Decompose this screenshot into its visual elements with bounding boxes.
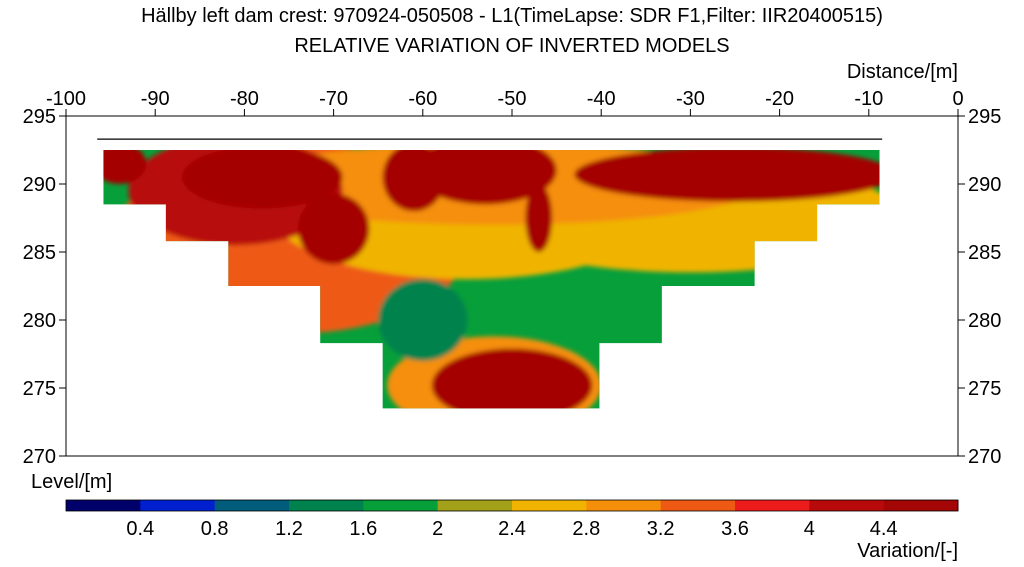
colorbar-tick-label: 0.8 [201,518,229,540]
x-tick-label: -10 [854,88,883,110]
colorbar-tick-label: 1.6 [349,518,377,540]
x-tick-label: -30 [676,88,705,110]
colorbar-segment [363,500,439,511]
colorbar-segment [214,500,290,511]
x-tick-label: -60 [408,88,437,110]
y-tick-label-left: 295 [23,106,56,128]
colorbar-tick-label: 2 [432,518,443,540]
variation-section [103,150,880,409]
colorbar-segment [66,500,141,511]
colorbar-tick-label: 3.6 [721,518,749,540]
variation-zone [103,150,147,185]
colorbar-segment [809,500,885,511]
variation-zone [431,348,593,409]
colorbar-segment [437,500,513,511]
y-axis-label: Level/[m] [31,471,112,493]
variation-zone [574,150,880,202]
colorbar-segment [289,500,364,511]
x-tick-label: -90 [141,88,170,110]
colorbar-tick-label: 0.4 [126,518,154,540]
x-tick-label: -80 [230,88,259,110]
colorbar: 0.4 0.8 1.2 1.6 2 2.4 2.8 3.2 3.6 4 4.4 [65,499,959,540]
colorbar-tick-label: 4.4 [870,518,898,540]
colorbar-tick-label: 1.2 [275,518,303,540]
y-tick-label-left: 290 [23,174,56,196]
variation-zone [382,150,446,212]
y-tick-label-left: 275 [23,378,56,400]
y-tick-label-right: 270 [968,446,1001,468]
y-tick-label-left: 270 [23,446,56,468]
colorbar-tick-label: 4 [804,518,815,540]
colorbar-segment [586,500,662,511]
x-tick-label: -50 [498,88,527,110]
x-tick-label: -70 [319,88,348,110]
y-tick-label-right: 295 [968,106,1001,128]
chart-subtitle: RELATIVE VARIATION OF INVERTED MODELS [294,35,730,57]
chart-title: Hällby left dam crest: 970924-050508 - L… [141,5,883,27]
colorbar-tick-label: 2.4 [498,518,526,540]
variation-zone [525,184,553,252]
colorbar-label: Variation/[-] [857,540,958,562]
x-axis-label: Distance/[m] [847,61,958,83]
y-tick-label-right: 275 [968,378,1001,400]
y-tick-label-right: 285 [968,242,1001,264]
x-axis: -100 -90 -80 -70 -60 -50 -40 -30 -20 -10 0 [46,88,964,116]
colorbar-segment [512,500,587,511]
variation-zone [378,279,468,361]
colorbar-segment [735,500,810,511]
y-tick-label-left: 280 [23,310,56,332]
y-tick-label-left: 285 [23,242,56,264]
y-axis: 295 295 290 290 285 285 280 280 275 275 270 270 [23,106,1002,468]
x-tick-label: -100 [46,88,86,110]
colorbar-segment [883,500,959,511]
colorbar-segment [660,500,736,511]
colorbar-tick-label: 3.2 [647,518,675,540]
variation-zone [181,150,343,209]
x-tick-label: 0 [952,88,963,110]
colorbar-segment [140,500,216,511]
variation-zone [297,193,370,265]
y-tick-label-right: 290 [968,174,1001,196]
x-tick-label: -20 [765,88,794,110]
y-tick-label-right: 280 [968,310,1001,332]
x-tick-label: -40 [587,88,616,110]
colorbar-tick-label: 2.8 [572,518,600,540]
colorbar-frame [65,499,959,512]
variation-zone [413,150,557,205]
